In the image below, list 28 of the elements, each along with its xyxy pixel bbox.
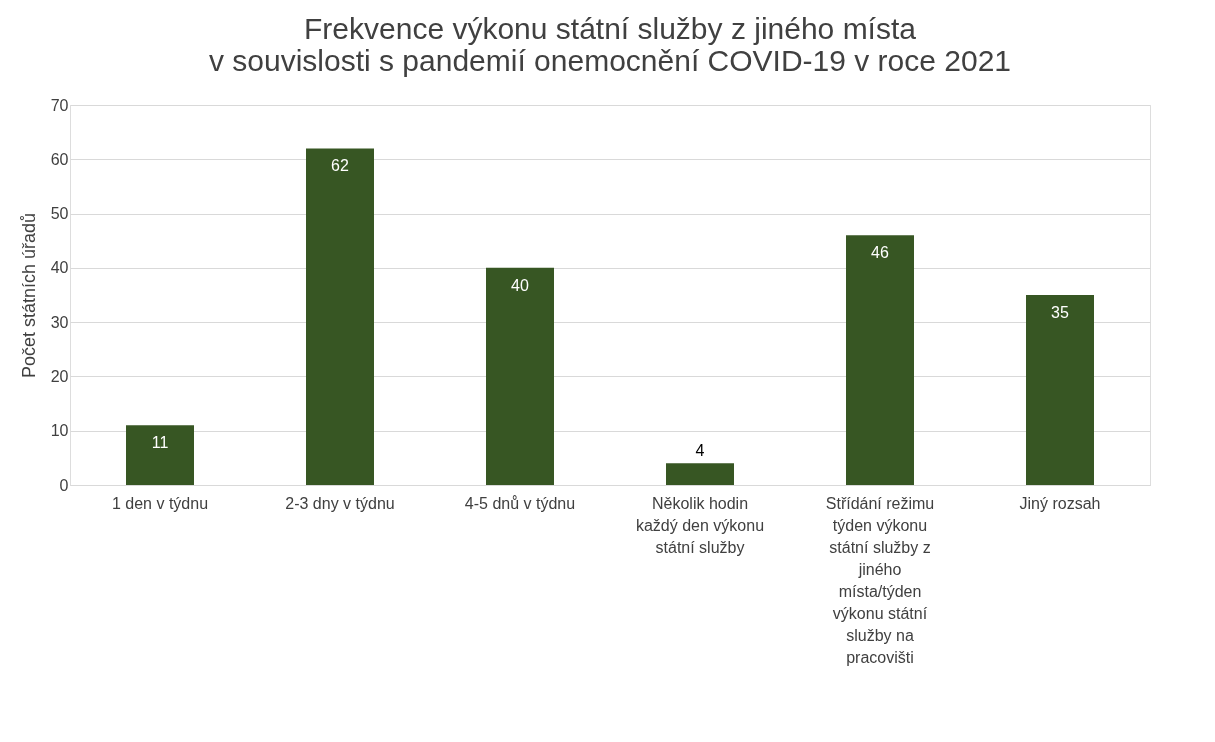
bar	[1026, 295, 1094, 485]
y-tick-label: 20	[50, 367, 69, 385]
y-tick-label: 0	[59, 476, 69, 494]
y-tick-label: 50	[50, 205, 69, 223]
x-tick-label: Střídání režimu týden výkonu státní služby z jiného místa/týden výkonu státní služby na pracovišti	[825, 494, 935, 666]
data-label: 62	[331, 157, 349, 175]
bar	[126, 425, 194, 485]
y-tick-label: 40	[50, 259, 69, 277]
bar	[306, 148, 374, 485]
y-tick-label: 10	[50, 422, 69, 440]
chart-title: Frekvence výkonu státní služby z jiného místa v souvislosti s pandemií onemocnění COVID-19 v roce 2021	[208, 12, 1012, 77]
bar	[486, 267, 554, 485]
data-label: 40	[511, 276, 529, 294]
bar	[846, 235, 914, 485]
x-tick-label: 4-5 dnů v týdnu	[464, 494, 576, 512]
y-tick-label: 70	[50, 96, 69, 114]
x-tick-label: 1 den v týdnu	[111, 494, 209, 512]
bar	[666, 463, 734, 485]
x-tick-label: Několik hodin každý den výkonu státní služby	[635, 494, 765, 556]
data-label: 46	[871, 244, 889, 262]
data-label: 4	[695, 442, 705, 460]
data-label: 11	[151, 434, 169, 452]
data-label: 35	[1051, 304, 1069, 321]
y-axis-title: Počet státních úřadů	[18, 212, 39, 379]
y-tick-label: 60	[50, 150, 69, 168]
y-tick-label: 30	[50, 313, 69, 331]
x-tick-label: Jiný rozsah	[1019, 494, 1101, 512]
x-tick-label: 2-3 dny v týdnu	[285, 494, 395, 512]
